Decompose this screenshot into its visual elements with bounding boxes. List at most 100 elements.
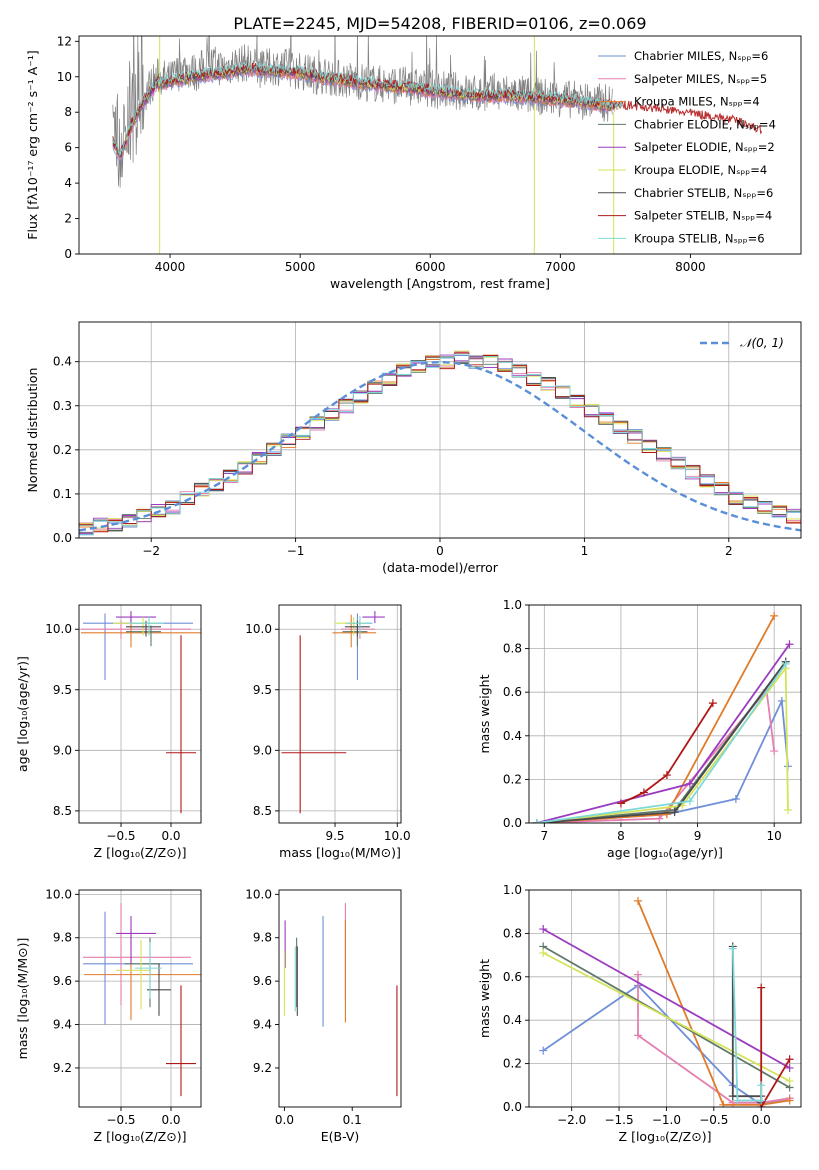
plot-area bbox=[539, 896, 794, 1107]
series-marker bbox=[633, 1031, 642, 1040]
y-axis-label: mass weight bbox=[477, 959, 492, 1038]
y-tick-label: 9.5 bbox=[53, 683, 72, 697]
y-tick-label: 9.4 bbox=[53, 1018, 72, 1032]
legend-label: Chabrier STELIB, Nₛₚₚ=6 bbox=[634, 186, 773, 200]
y-tick-label: 0.2 bbox=[53, 443, 72, 457]
series-marker bbox=[539, 1046, 548, 1055]
y-tick-label: 0.6 bbox=[503, 685, 522, 699]
y-tick-label: 9.8 bbox=[53, 931, 72, 945]
x-tick-label: 10 bbox=[767, 829, 782, 843]
series-marker bbox=[785, 1076, 794, 1085]
x-axis-label: E(B-V) bbox=[321, 1129, 360, 1144]
series-marker bbox=[785, 640, 794, 649]
chart-mass-vs-ebv: 0.0 0.1 9.2 9.4 9.6 9.8 10.0 E(B-V) bbox=[245, 887, 402, 1144]
legend-label: 𝒩(0, 1) bbox=[740, 336, 784, 350]
weight-series bbox=[532, 657, 790, 823]
y-tick-label: 0.4 bbox=[503, 1013, 522, 1027]
y-axis-label: Normed distribution bbox=[25, 368, 40, 493]
legend-label: Kroupa MILES, Nₛₚₚ=4 bbox=[634, 95, 760, 109]
x-tick-label: 9 bbox=[694, 829, 702, 843]
chart-massweight-vs-z: −2.0 −1.5 −1.0 −0.5 0.0 0.0 0.2 0.4 0.6 0.8 1.0 Z [… bbox=[477, 883, 802, 1144]
y-tick-label: 0.0 bbox=[53, 531, 72, 545]
series-line bbox=[536, 665, 789, 823]
legend-label: Chabrier ELODIE, Nₛₚₚ=4 bbox=[634, 117, 776, 131]
plot-area bbox=[83, 903, 201, 1097]
y-tick-label: 9.0 bbox=[53, 743, 72, 757]
x-tick-label: −1.5 bbox=[604, 1113, 633, 1127]
series-marker bbox=[539, 948, 548, 957]
y-tick-label: 9.2 bbox=[253, 1061, 272, 1075]
series-marker bbox=[662, 810, 671, 819]
x-tick-label: 6000 bbox=[415, 260, 446, 274]
legend-label: Kroupa ELODIE, Nₛₚₚ=4 bbox=[634, 163, 767, 177]
errorbar-point bbox=[332, 614, 377, 648]
y-tick-label: 0.8 bbox=[503, 926, 522, 940]
series-line bbox=[542, 952, 791, 1082]
x-tick-label: 0.0 bbox=[161, 829, 180, 843]
y-tick-label: 8.5 bbox=[53, 804, 72, 818]
y-tick-label: 0.1 bbox=[53, 487, 72, 501]
legend-label: Kroupa STELIB, Nₛₚₚ=6 bbox=[634, 231, 765, 245]
x-tick-label: 0.1 bbox=[343, 1113, 362, 1127]
errorbar-point bbox=[116, 611, 156, 624]
y-tick-label: 9.5 bbox=[253, 683, 272, 697]
legend-label: Salpeter ELODIE, Nₛₚₚ=2 bbox=[634, 140, 775, 154]
x-tick-label: 9.5 bbox=[325, 829, 344, 843]
plot-area bbox=[79, 350, 801, 536]
series-marker bbox=[770, 611, 779, 620]
legend: Chabrier MILES, Nₛₚₚ=6 Salpeter MILES, Nₛ… bbox=[598, 49, 776, 245]
legend-label: Chabrier MILES, Nₛₚₚ=6 bbox=[634, 49, 768, 63]
gaussian-curve bbox=[79, 360, 801, 532]
y-tick-label: 10 bbox=[57, 70, 72, 84]
axes-frame bbox=[78, 604, 202, 824]
series-marker bbox=[770, 747, 779, 756]
chart-mass-vs-z: −0.5 0.0 9.2 9.4 9.6 9.8 10.0 Z [log₁₀(Z/Z⊙)] ma… bbox=[15, 887, 202, 1144]
axes-frame bbox=[78, 889, 202, 1108]
errorbar-point bbox=[81, 620, 191, 639]
series-marker bbox=[731, 795, 740, 804]
series-marker bbox=[708, 699, 717, 708]
x-tick-label: 2 bbox=[725, 544, 733, 558]
series-line bbox=[620, 702, 714, 805]
series-marker bbox=[728, 1092, 737, 1101]
x-tick-label: 0.0 bbox=[752, 1113, 771, 1127]
series-marker bbox=[785, 1096, 794, 1105]
legend: 𝒩(0, 1) bbox=[700, 336, 784, 350]
x-axis-label: (data-model)/error bbox=[382, 560, 499, 575]
chart-residuals: −2 −1 0 1 2 0.0 0.1 0.2 0.3 0.4 (data-model)/error… bbox=[25, 321, 802, 575]
y-tick-label: 0.0 bbox=[503, 1100, 522, 1114]
chart-massweight-vs-age: 7 8 9 10 0.0 0.2 0.4 0.6 0.8 1.0 age [log₁₀(age/yr… bbox=[477, 598, 802, 860]
x-tick-label: −1.0 bbox=[652, 1113, 681, 1127]
y-axis-label: mass [log₁₀(M/M⊙)] bbox=[15, 938, 30, 1060]
x-tick-label: 7 bbox=[541, 829, 549, 843]
x-tick-label: −1 bbox=[287, 544, 305, 558]
x-tick-label: 8 bbox=[617, 829, 625, 843]
series-line bbox=[760, 987, 791, 1107]
x-tick-label: 0.0 bbox=[161, 1113, 180, 1127]
y-axis-label: mass weight bbox=[477, 674, 492, 753]
plot-area bbox=[281, 611, 385, 814]
plot-area bbox=[112, 36, 762, 254]
weight-series bbox=[616, 699, 717, 808]
x-tick-label: 0.0 bbox=[275, 1113, 294, 1127]
y-tick-label: 0.4 bbox=[503, 729, 522, 743]
y-tick-label: 10.0 bbox=[45, 622, 72, 636]
y-tick-label: 0.2 bbox=[503, 772, 522, 786]
chart-age-vs-mass: 9.5 10.0 8.5 9.0 9.5 10.0 mass [log₁₀(M/M⊙)] bbox=[245, 604, 411, 860]
y-tick-label: 0.8 bbox=[503, 642, 522, 656]
errorbar-point bbox=[147, 963, 171, 1016]
chart-spectrum: 4000 5000 6000 7000 8000 0 2 4 6 8 10 12 wavelength … bbox=[25, 34, 802, 291]
y-tick-label: 9.2 bbox=[53, 1061, 72, 1075]
plot-area bbox=[81, 611, 201, 814]
weight-series bbox=[633, 896, 794, 1107]
model-series-line bbox=[112, 61, 623, 156]
x-tick-label: −0.5 bbox=[106, 1113, 135, 1127]
errorbar-point bbox=[125, 937, 160, 1008]
series-marker bbox=[639, 788, 648, 797]
x-axis-label: Z [log₁₀(Z/Z⊙)] bbox=[619, 1129, 712, 1144]
y-tick-label: 9.4 bbox=[253, 1018, 272, 1032]
errorbar-point bbox=[135, 942, 162, 999]
y-tick-label: 0.2 bbox=[503, 1057, 522, 1071]
errorbar-point bbox=[166, 635, 196, 814]
x-tick-label: −2 bbox=[142, 544, 160, 558]
